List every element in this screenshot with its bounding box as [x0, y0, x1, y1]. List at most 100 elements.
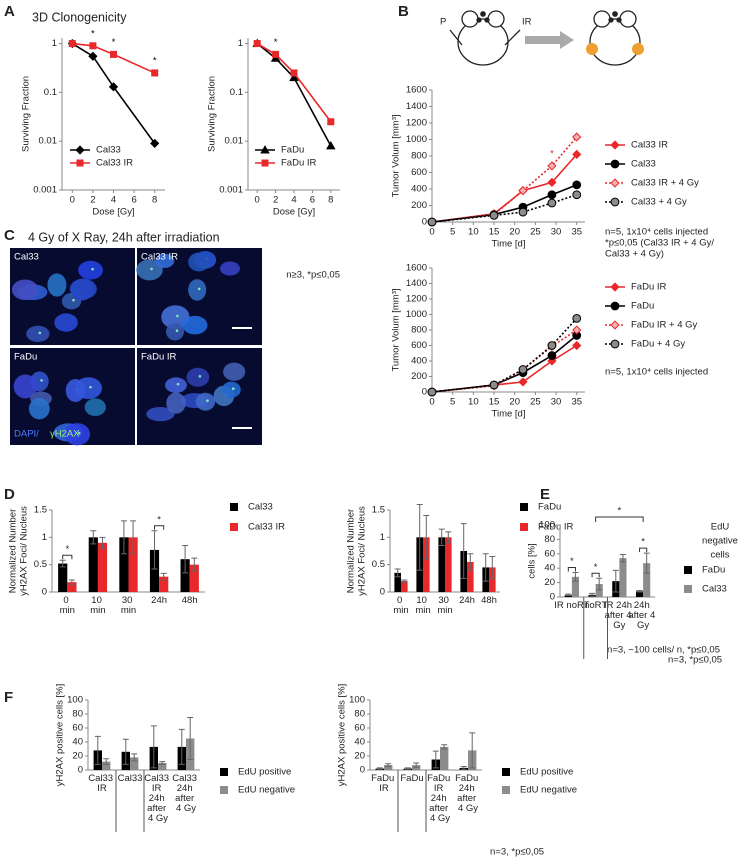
y-tick-label: 1000: [406, 309, 427, 320]
bar: [130, 757, 139, 770]
error-bar: [482, 553, 489, 582]
marker: [489, 211, 499, 220]
y-tick-label: 20: [354, 751, 365, 762]
bar: [619, 558, 627, 597]
error-bar: [619, 554, 626, 563]
x-axis-label: Time [d]: [492, 409, 526, 420]
y-tick-label: 400: [411, 184, 427, 195]
marker: [326, 141, 336, 150]
focus: [40, 379, 43, 382]
nucleus: [84, 398, 106, 417]
diagram-label: IR: [522, 17, 532, 28]
error-bar: [120, 520, 127, 555]
series-line: [72, 42, 156, 74]
significance: *: [153, 55, 157, 66]
nucleus: [182, 315, 208, 335]
y-tick-label: 0.01: [39, 136, 58, 147]
x-tick-label: 30: [551, 227, 562, 238]
x-tick-label: 30: [551, 397, 562, 408]
y-tick-label: 1.5: [34, 505, 47, 516]
mouse-diagram: [449, 10, 644, 66]
x-tick-label: IR 24h after 4 Gy: [604, 600, 635, 631]
significance-bracket: [639, 547, 648, 553]
x-tick-label: 10: [468, 227, 479, 238]
x-tick-label: 10 min: [90, 595, 105, 616]
marker: [489, 380, 499, 390]
bar: [423, 537, 430, 592]
legend-label: FaDu + 4 Gy: [631, 339, 685, 350]
series-line: [256, 42, 332, 147]
marker: [610, 140, 620, 150]
y-tick-label: 0: [550, 592, 555, 603]
nucleus: [13, 374, 38, 399]
x-tick-label: 10 min: [415, 595, 430, 616]
legend-label: EdU positive: [238, 767, 291, 778]
marker: [547, 177, 557, 188]
legend-label: Cal33: [248, 502, 273, 513]
y-tick-label: 100: [67, 695, 83, 706]
legend-swatch: [230, 503, 238, 511]
marker: [272, 50, 280, 58]
significance-bracket: [62, 554, 73, 560]
significance-bracket: [154, 525, 165, 530]
x-tick-label: 5: [450, 227, 455, 238]
bar: [440, 746, 449, 770]
legend-label: Cal33 IR: [96, 158, 133, 169]
legend-label: Cal33: [631, 159, 656, 170]
significance-bracket: [595, 516, 644, 522]
y-tick-label: 80: [354, 709, 365, 720]
legend-label: Cal33: [96, 145, 121, 156]
y-tick-label: 1: [238, 38, 243, 49]
y-tick-label: 1200: [406, 294, 427, 305]
x-tick-label: 15: [489, 397, 500, 408]
bar: [636, 591, 644, 597]
error-bar: [151, 530, 158, 570]
legend-swatch: [520, 523, 528, 531]
error-bar: [467, 553, 474, 571]
y-tick-label: 800: [411, 151, 427, 162]
bar: [643, 563, 651, 597]
x-tick-label: 0: [255, 195, 260, 206]
y-tick-label: 0: [422, 387, 427, 398]
error-bar: [469, 732, 476, 769]
y-axis-label: yH2AX positive cells [%]: [55, 684, 66, 786]
error-bar: [160, 572, 167, 581]
error-bar: [90, 530, 97, 545]
marker: [518, 365, 528, 374]
y-tick-label: 0: [380, 587, 385, 598]
error-bar: [376, 767, 383, 770]
x-tick-label: Cal33: [118, 773, 143, 784]
y-tick-label: 0: [78, 765, 83, 776]
micrograph-label: Cal33: [14, 252, 39, 263]
marker: [76, 159, 84, 167]
x-tick-label: 2: [273, 195, 278, 206]
nucleus: [64, 423, 91, 446]
error-bar: [99, 536, 106, 549]
x-tick-label: FaDu IR: [371, 773, 397, 794]
marker: [427, 217, 437, 227]
bar: [88, 537, 98, 592]
x-tick-label: 6: [131, 195, 136, 206]
error-bar: [122, 738, 129, 765]
x-tick-label: 35: [571, 227, 582, 238]
y-tick-label: 0.01: [225, 136, 244, 147]
x-tick-label: 24h after 4 Gy: [628, 600, 658, 631]
note: *p≤0,05 (Cal33 IR + 4 Gy/: [605, 238, 714, 249]
y-tick-label: 20: [544, 577, 555, 588]
legend-label: EdU positive: [520, 767, 573, 778]
marker: [610, 301, 620, 311]
x-tick-label: 15: [489, 227, 500, 238]
marker: [89, 42, 97, 50]
marker: [261, 159, 269, 167]
bar: [128, 537, 138, 592]
marker: [610, 178, 620, 188]
y-tick-label: 80: [544, 534, 555, 545]
micrographs: Cal33 Cal33 IR FaDu FaDu IR DAPI/γH2AX: [10, 248, 262, 446]
x-tick-label: 6: [310, 195, 315, 206]
marker: [610, 197, 620, 207]
marker: [427, 387, 437, 397]
nucleus: [220, 261, 240, 276]
focus: [91, 267, 94, 271]
bar: [67, 582, 77, 592]
